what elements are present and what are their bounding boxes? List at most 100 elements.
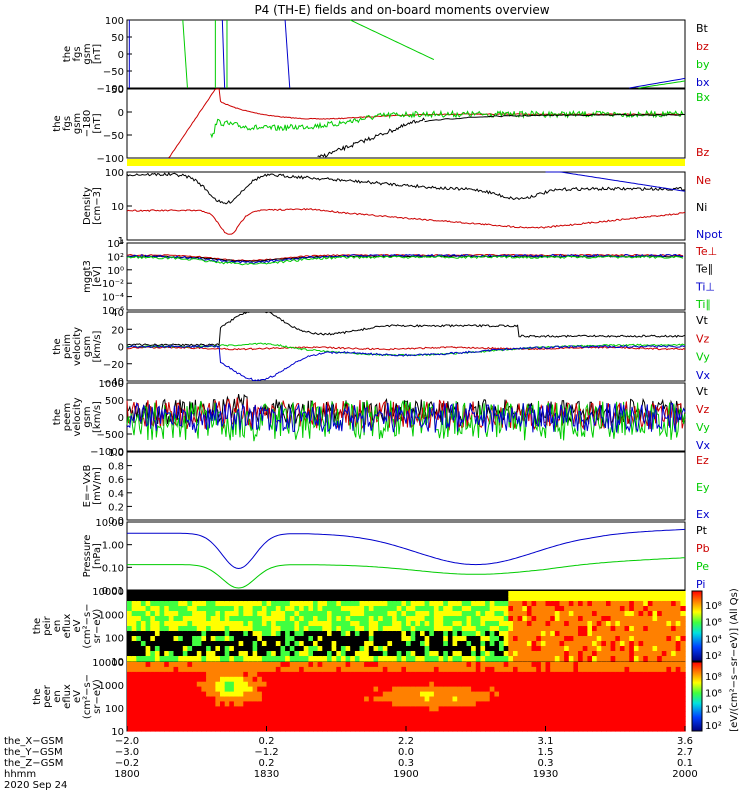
p9-ion-spectrogram-cell	[568, 616, 575, 622]
p10-electron-spectrogram-cell	[531, 671, 537, 678]
p10-electron-spectrogram-cell	[559, 706, 565, 712]
p10-electron-spectrogram-cell	[382, 691, 389, 698]
p9-ion-spectrogram-cell	[647, 631, 654, 637]
p10-electron-spectrogram-cell	[140, 662, 147, 668]
p9-ion-spectrogram-cell	[168, 646, 175, 652]
p9-ion-spectrogram-cell	[322, 616, 328, 622]
p9-ion-spectrogram-cell	[466, 596, 472, 602]
p10-electron-spectrogram-cell	[164, 706, 170, 712]
p9-ion-spectrogram-cell	[313, 601, 319, 607]
p9-ion-spectrogram-cell	[233, 621, 240, 627]
p10-electron-spectrogram-cell	[206, 711, 212, 717]
p9-ion-spectrogram-cell	[238, 631, 244, 637]
p9-ion-spectrogram-cell	[447, 641, 454, 647]
p10-electron-spectrogram-cell	[429, 686, 435, 693]
p9-ion-spectrogram-cell	[285, 611, 291, 617]
p10-electron-spectrogram-cell	[522, 671, 528, 678]
p10-electron-spectrogram-cell	[210, 671, 216, 678]
p9-ion-spectrogram-cell	[247, 626, 254, 632]
p9-ion-spectrogram-cell	[466, 621, 472, 627]
p10-electron-spectrogram-cell	[573, 686, 579, 693]
p9-ion-spectrogram-cell	[531, 651, 537, 657]
p9-ion-spectrogram-cell	[680, 591, 686, 597]
p10-electron-spectrogram-cell	[150, 726, 156, 732]
p10-electron-spectrogram-cell	[606, 706, 612, 712]
p10-electron-spectrogram-cell	[592, 701, 598, 707]
p10-electron-spectrogram-cell	[508, 666, 514, 673]
p9-ion-spectrogram-cell	[294, 616, 300, 622]
p10-electron-spectrogram-cell	[489, 696, 495, 702]
p9-ion-spectrogram-cell	[573, 621, 579, 627]
p9-ion-spectrogram-cell	[378, 626, 384, 632]
panel-7-ytick: 0.4	[108, 489, 124, 500]
p9-ion-spectrogram-cell	[522, 646, 528, 652]
p10-electron-spectrogram-cell	[619, 696, 626, 702]
p9-ion-spectrogram-cell	[452, 611, 458, 617]
p10-electron-spectrogram-cell	[145, 662, 151, 668]
p9-ion-spectrogram-cell	[145, 591, 151, 597]
p10-electron-spectrogram-cell	[503, 676, 509, 683]
p9-ion-spectrogram-cell	[159, 596, 165, 602]
p10-electron-spectrogram-cell	[233, 671, 240, 678]
p10-electron-spectrogram-cell	[610, 716, 616, 722]
p9-ion-spectrogram-cell	[647, 606, 654, 612]
p9-ion-spectrogram-cell	[154, 611, 161, 617]
p10-electron-spectrogram-cell	[261, 671, 268, 678]
p9-ion-spectrogram-cell	[289, 631, 296, 637]
p10-electron-spectrogram-cell	[494, 721, 500, 727]
p9-ion-spectrogram-cell	[261, 651, 268, 657]
p10-electron-spectrogram-cell	[289, 686, 296, 693]
p9-ion-spectrogram-cell	[387, 626, 393, 632]
p10-electron-spectrogram-cell	[392, 666, 398, 673]
p9-ion-spectrogram-cell	[485, 636, 491, 642]
p9-ion-spectrogram-cell	[554, 611, 561, 617]
p10-electron-spectrogram-cell	[485, 716, 491, 722]
p9-ion-spectrogram-cell	[578, 651, 584, 657]
p10-electron-spectrogram-cell	[596, 676, 602, 683]
p10-electron-spectrogram-cell	[294, 676, 300, 683]
p9-ion-spectrogram-cell	[173, 616, 179, 622]
p10-electron-spectrogram-cell	[522, 706, 528, 712]
p9-ion-spectrogram-cell	[601, 626, 607, 632]
p10-electron-spectrogram-cell	[210, 676, 216, 683]
p10-electron-spectrogram-cell	[340, 721, 347, 727]
p10-electron-spectrogram-cell	[443, 701, 449, 707]
panel-3-ytick: 100	[105, 168, 124, 179]
p10-electron-spectrogram-cell	[596, 696, 602, 702]
p10-electron-spectrogram-cell	[610, 666, 616, 673]
p9-ion-spectrogram-cell	[261, 611, 268, 617]
p9-ion-spectrogram-cell	[164, 596, 170, 602]
p9-ion-spectrogram-cell	[573, 641, 579, 647]
p9-ion-spectrogram-cell	[629, 601, 635, 607]
p10-electron-spectrogram-cell	[573, 721, 579, 727]
p9-ion-spectrogram-cell	[285, 621, 291, 627]
p9-ion-spectrogram-cell	[596, 646, 602, 652]
p4-ti-par-curve	[126, 255, 684, 266]
p9-ion-spectrogram-cell	[550, 636, 556, 642]
p10-electron-spectrogram-cell	[410, 691, 416, 698]
p9-ion-spectrogram-cell	[368, 591, 375, 597]
panel-3-ylabel: [cm−3]	[92, 187, 103, 225]
p10-electron-spectrogram-cell	[378, 726, 384, 732]
p9-ion-spectrogram-cell	[568, 621, 575, 627]
panel-6-legend-Vx: Vx	[696, 439, 711, 452]
p9-ion-spectrogram-cell	[587, 606, 593, 612]
p9-ion-spectrogram-cell	[429, 591, 435, 597]
p9-ion-spectrogram-cell	[526, 646, 533, 652]
p10-electron-spectrogram-cell	[359, 726, 365, 732]
colorbar-1	[691, 590, 703, 662]
p10-electron-spectrogram-cell	[187, 681, 193, 688]
p9-ion-spectrogram-cell	[447, 601, 454, 607]
p9-ion-spectrogram-cell	[568, 646, 575, 652]
p9-ion-spectrogram-cell	[592, 616, 598, 622]
p2-bz-curve	[168, 88, 685, 158]
p10-electron-spectrogram-cell	[285, 701, 291, 707]
p10-electron-spectrogram-cell	[322, 681, 328, 688]
panel-4-ytick: 10⁴	[107, 239, 124, 250]
p10-electron-spectrogram-cell	[140, 706, 147, 712]
p10-electron-spectrogram-cell	[457, 696, 463, 702]
p10-electron-spectrogram-cell	[559, 696, 565, 702]
p10-electron-spectrogram-cell	[252, 681, 258, 688]
p9-ion-spectrogram-cell	[336, 606, 342, 612]
